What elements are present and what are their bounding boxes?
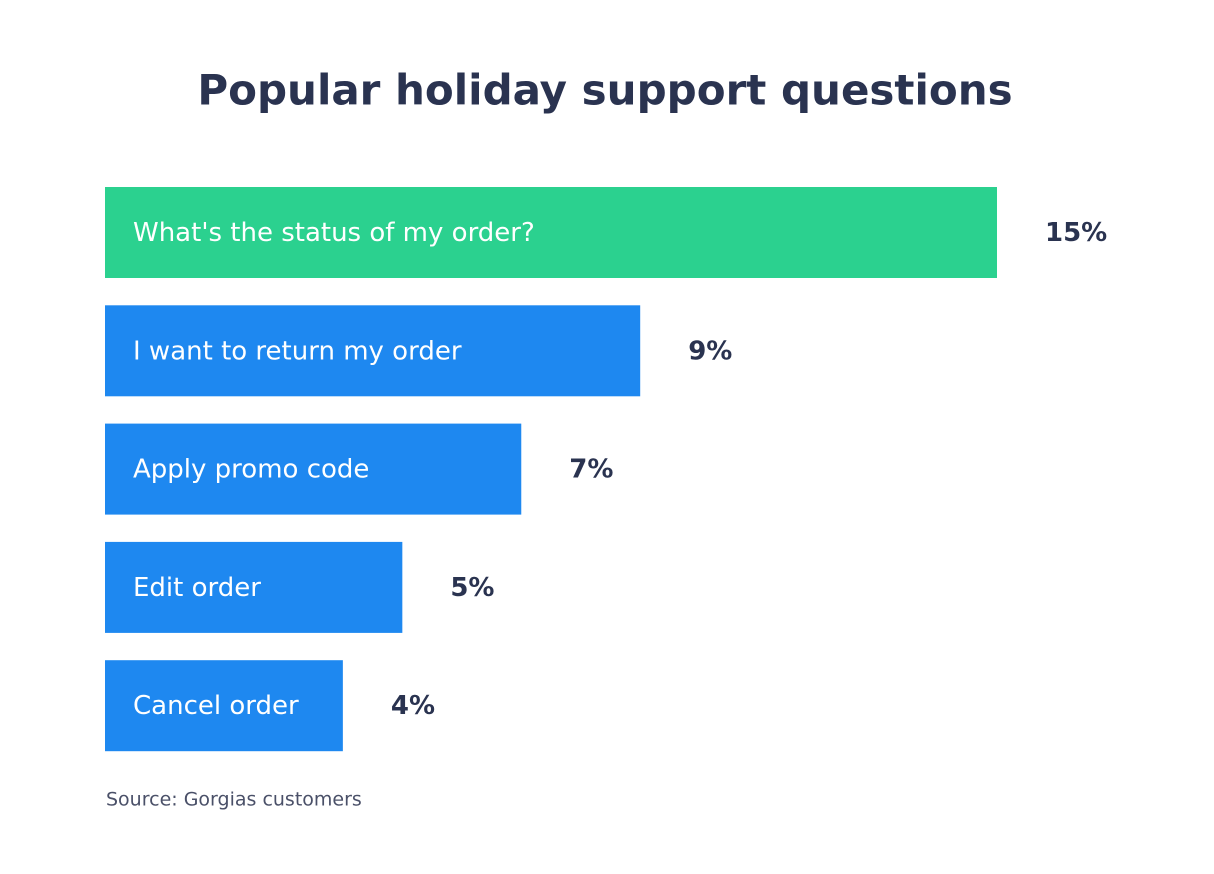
bar [105,423,522,515]
value-label: 5% [450,573,494,603]
value-label: 9% [688,336,732,366]
bar [105,305,641,397]
bar [105,187,997,278]
value-label: 7% [569,455,613,485]
chart-title: Popular holiday support questions [197,66,1012,115]
bar [105,660,343,752]
bar-label: What's the status of my order? [133,218,535,248]
source-note: Source: Gorgias customers [106,789,362,811]
bar [105,541,403,633]
value-label: 15% [1045,218,1107,248]
bar-label: Cancel order [133,691,299,721]
bar-label: Edit order [133,573,261,603]
value-label: 4% [391,691,435,721]
bar-label: Apply promo code [133,455,369,485]
bar-label: I want to return my order [133,336,462,366]
